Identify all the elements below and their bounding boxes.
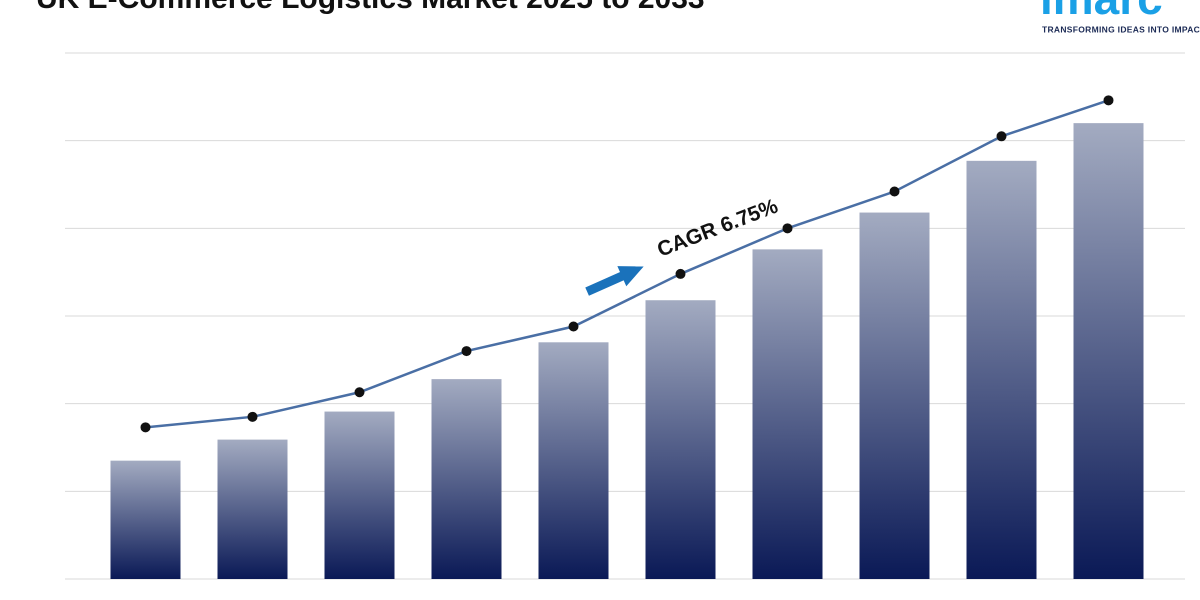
bar xyxy=(1073,123,1144,579)
trend-marker xyxy=(247,411,258,422)
trend-marker xyxy=(675,268,686,279)
chart-title: UK E-Commerce Logistics Market 2025 to 2… xyxy=(36,0,705,15)
bar xyxy=(217,439,288,579)
bar xyxy=(752,249,823,579)
bar xyxy=(645,300,716,579)
arrow-head xyxy=(617,266,644,287)
bar xyxy=(431,379,502,579)
bar xyxy=(110,460,181,579)
brand-tagline: TRANSFORMING IDEAS INTO IMPACT xyxy=(1042,24,1200,34)
trend-marker xyxy=(1103,95,1114,106)
trend-marker xyxy=(461,346,472,357)
bars xyxy=(110,123,1144,579)
brand-logo: imarc xyxy=(1040,0,1163,24)
trend-line xyxy=(145,99,1109,429)
cagr-arrow xyxy=(585,266,644,296)
trend-marker xyxy=(889,186,900,197)
trend-marker xyxy=(568,321,579,332)
bar xyxy=(324,411,395,579)
arrow-shaft xyxy=(585,271,626,296)
trend-marker xyxy=(140,422,151,433)
trend-marker xyxy=(996,131,1007,142)
bar xyxy=(538,342,609,579)
trend-marker xyxy=(354,387,365,398)
trend-marker xyxy=(782,223,793,234)
bar xyxy=(966,160,1037,579)
bar xyxy=(859,212,930,579)
trend xyxy=(140,95,1114,433)
